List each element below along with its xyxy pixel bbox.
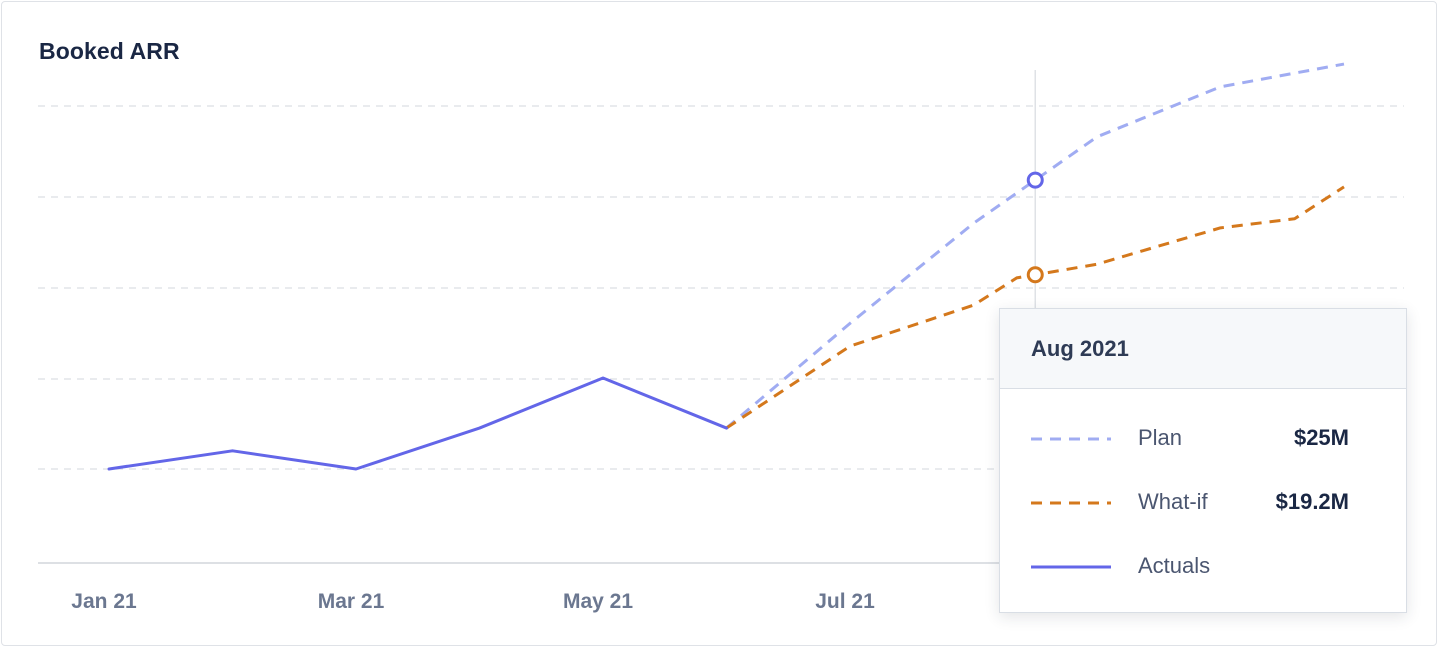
actuals-legend-swatch — [1031, 565, 1111, 569]
tooltip-row-plan: Plan $25M — [1000, 423, 1406, 453]
plan-legend-swatch — [1031, 437, 1111, 441]
tooltip: Aug 2021 Plan $25M What-if $19.2M Actual… — [999, 308, 1407, 613]
tooltip-row-what-if: What-if $19.2M — [1000, 487, 1406, 517]
plan-series-line — [725, 62, 1345, 430]
actuals-series-line — [107, 376, 728, 471]
tooltip-value: $25M — [1293, 425, 1349, 450]
series-lines — [107, 62, 1345, 471]
tooltip-label: What-if — [1138, 489, 1208, 514]
x-tick-label: Mar 21 — [318, 590, 385, 613]
x-tick-label: Jan 21 — [71, 590, 137, 613]
x-tick-label: May 21 — [563, 590, 633, 613]
tooltip-label: Actuals — [1138, 553, 1211, 578]
chart-title: Booked ARR — [39, 38, 180, 64]
hover-markers — [1026, 171, 1044, 284]
plan-hover-marker — [1026, 171, 1044, 189]
tooltip-value: $19.2M — [1275, 489, 1349, 514]
what-if-legend-swatch — [1031, 501, 1111, 505]
tooltip-label: Plan — [1138, 425, 1183, 450]
what-if-hover-marker — [1026, 266, 1044, 284]
tooltip-title: Aug 2021 — [1031, 335, 1129, 361]
x-tick-label: Jul 21 — [815, 590, 875, 613]
x-axis-ticks: Jan 21 Mar 21 May 21 Jul 21 — [71, 590, 875, 613]
what-if-series-line — [725, 185, 1345, 430]
tooltip-row-actuals: Actuals — [1000, 551, 1406, 581]
tooltip-header: Aug 2021 — [1000, 309, 1406, 389]
